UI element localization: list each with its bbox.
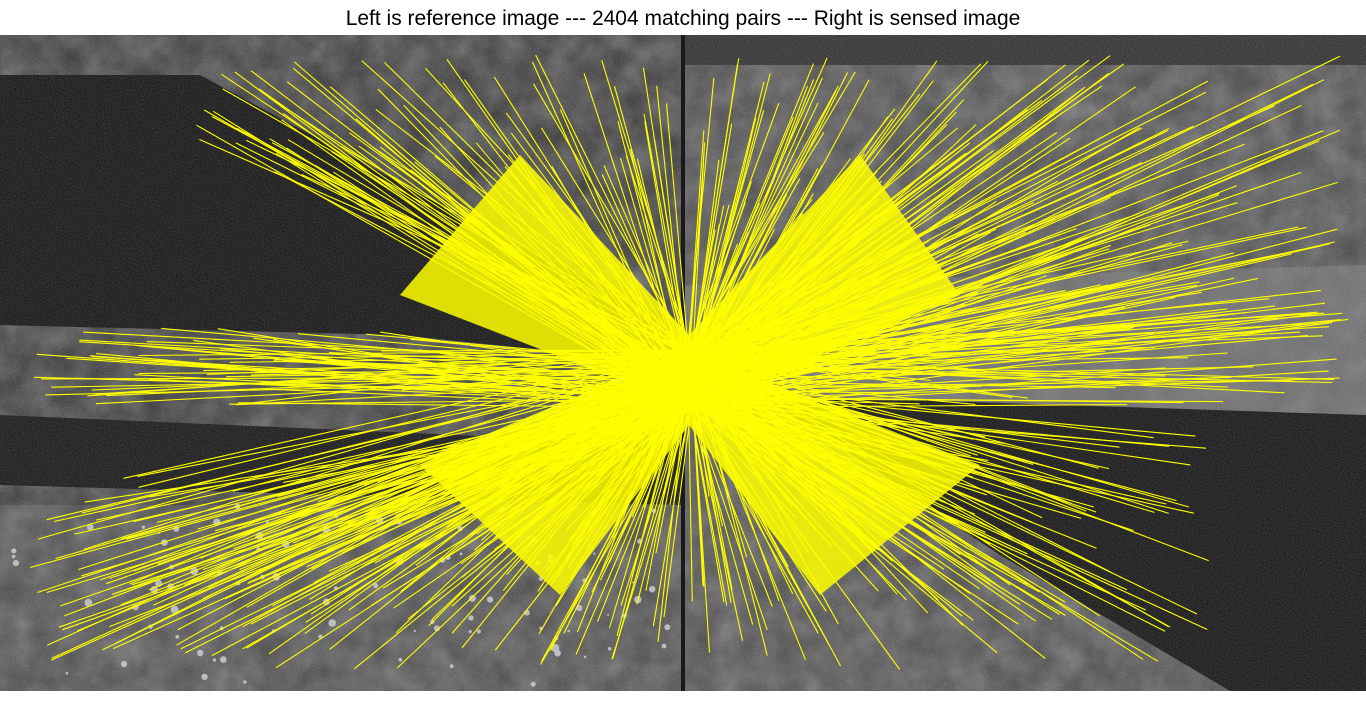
match-line xyxy=(79,339,687,375)
match-line xyxy=(106,369,687,397)
match-line xyxy=(692,352,1228,390)
matching-pair-lines xyxy=(29,54,1349,670)
match-line xyxy=(689,329,1279,384)
plot-area xyxy=(0,35,1366,691)
match-line xyxy=(663,400,693,617)
match-line-dense-core xyxy=(400,155,980,595)
match-line xyxy=(611,409,690,660)
match-line xyxy=(601,59,694,359)
match-line xyxy=(692,312,1320,401)
match-line xyxy=(613,86,689,358)
match-line xyxy=(642,67,690,362)
match-line xyxy=(688,64,738,375)
match-line xyxy=(688,367,1333,384)
match-line xyxy=(51,374,689,388)
match-line xyxy=(625,155,690,351)
match-visualization xyxy=(0,35,1366,691)
match-line xyxy=(687,241,1336,392)
match-line xyxy=(691,253,1292,394)
match-line xyxy=(37,353,691,540)
match-line xyxy=(684,103,780,360)
figure-title: Left is reference image --- 2404 matchin… xyxy=(345,7,1021,30)
match-line xyxy=(532,83,692,353)
match-line xyxy=(96,356,690,394)
match-line xyxy=(138,352,693,488)
match-line xyxy=(688,252,1235,397)
match-line xyxy=(665,103,690,354)
match-line xyxy=(690,404,744,641)
match-line xyxy=(36,353,687,402)
